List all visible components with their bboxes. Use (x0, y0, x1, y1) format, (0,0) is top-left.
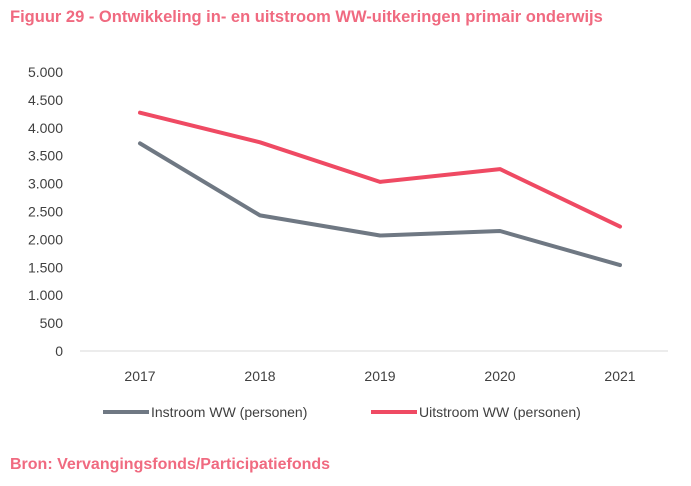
x-tick-label: 2021 (604, 368, 635, 384)
y-tick-label: 3.500 (28, 148, 63, 164)
y-tick-label: 500 (40, 315, 64, 331)
y-tick-label: 5.000 (28, 64, 63, 80)
legend: Instroom WW (personen) Uitstroom WW (pers… (103, 404, 581, 420)
series-layer (138, 110, 622, 268)
y-tick-label: 1.000 (28, 287, 63, 303)
y-tick-label: 0 (55, 343, 63, 359)
legend-label: Uitstroom WW (personen) (419, 404, 581, 420)
y-tick-label: 2.500 (28, 204, 63, 220)
legend-item: Instroom WW (personen) (103, 404, 307, 420)
y-tick-label: 4.500 (28, 92, 63, 108)
series-line-instroom (138, 141, 622, 268)
y-tick-label: 1.500 (28, 259, 63, 275)
figure-source: Bron: Vervangingsfonds/Participatiefonds (10, 456, 331, 473)
y-tick-label: 3.000 (28, 176, 63, 192)
y-tick-label: 2.000 (28, 231, 63, 247)
figure-title: Figuur 29 - Ontwikkeling in- en uitstroo… (10, 8, 603, 26)
series-line-uitstroom (138, 110, 622, 229)
x-axis: 2017 2018 2019 2020 2021 (80, 350, 668, 384)
x-tick-label: 2020 (484, 368, 515, 384)
y-axis: 0 500 1.000 1.500 2.000 2.500 3.000 3.500 4.000 4… (28, 64, 63, 359)
y-tick-label: 4.000 (28, 120, 63, 136)
legend-item: Uitstroom WW (personen) (371, 404, 581, 420)
x-tick-label: 2017 (124, 368, 155, 384)
x-tick-label: 2019 (364, 368, 395, 384)
x-tick-label: 2018 (244, 368, 275, 384)
legend-label: Instroom WW (personen) (151, 404, 307, 420)
